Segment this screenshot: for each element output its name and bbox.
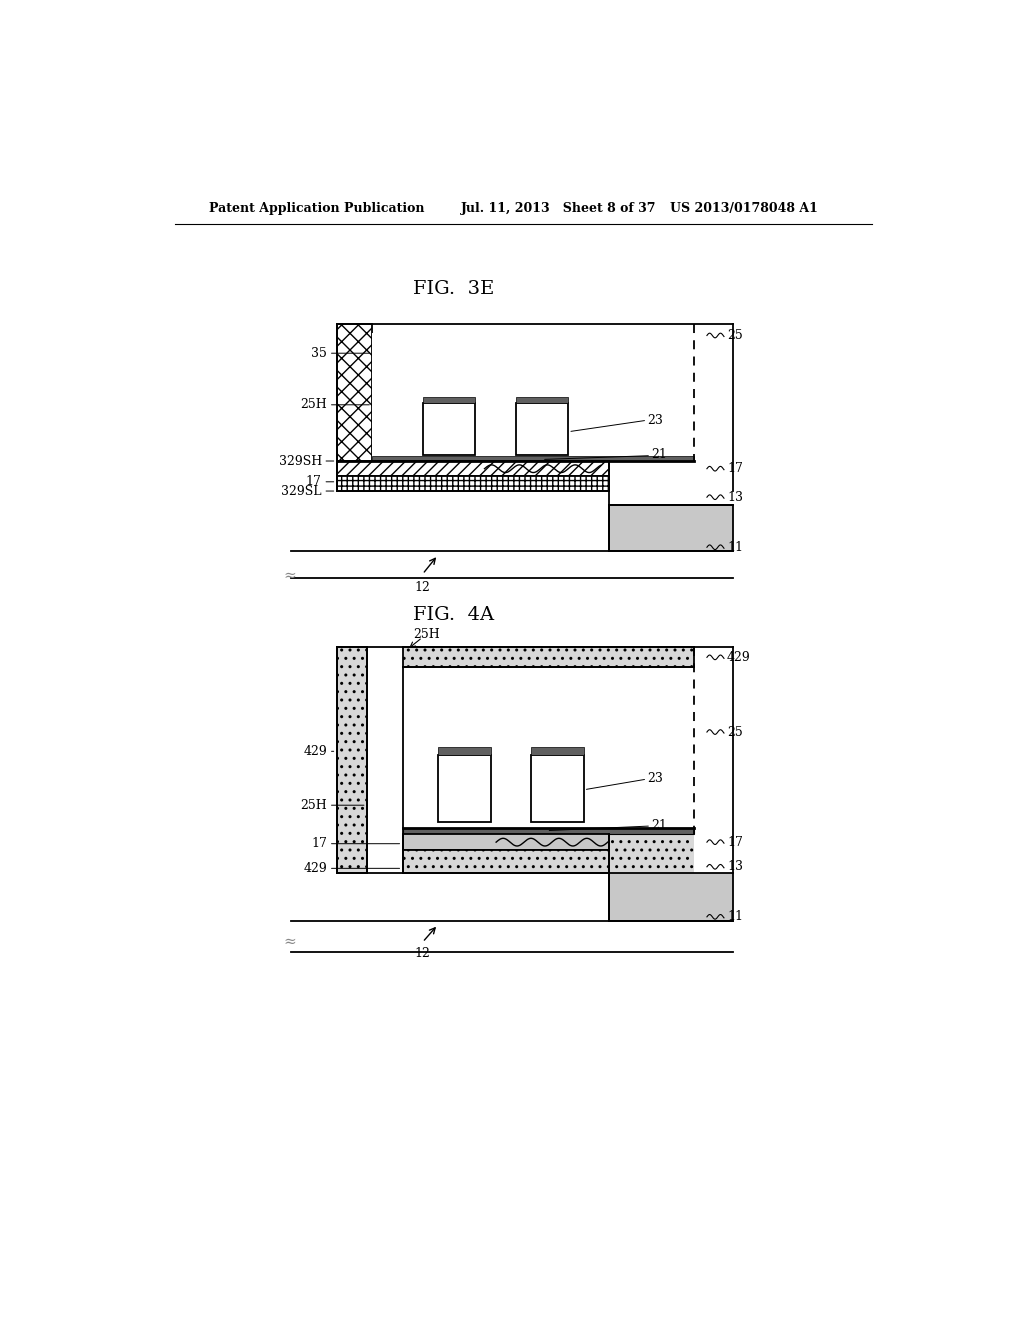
Bar bbox=[608, 506, 732, 552]
Bar bbox=[337, 461, 608, 477]
Bar bbox=[515, 404, 568, 455]
Text: Patent Application Publication: Patent Application Publication bbox=[209, 202, 425, 215]
Bar bbox=[403, 829, 693, 834]
Text: 12: 12 bbox=[415, 948, 430, 961]
Text: 13: 13 bbox=[727, 861, 743, 874]
Bar bbox=[438, 755, 490, 822]
Bar bbox=[531, 747, 584, 755]
Bar bbox=[337, 477, 608, 491]
Text: 17: 17 bbox=[727, 836, 743, 849]
Text: 23: 23 bbox=[647, 772, 664, 785]
Text: 17: 17 bbox=[306, 475, 322, 488]
Text: 25: 25 bbox=[727, 726, 742, 739]
Text: 429: 429 bbox=[727, 651, 751, 664]
Bar bbox=[423, 404, 475, 455]
Text: 21: 21 bbox=[651, 818, 667, 832]
Text: US 2013/0178048 A1: US 2013/0178048 A1 bbox=[671, 202, 818, 215]
Text: 17: 17 bbox=[311, 837, 328, 850]
Text: 25H: 25H bbox=[300, 799, 328, 812]
Bar bbox=[515, 397, 568, 404]
Text: 25: 25 bbox=[727, 329, 742, 342]
Text: 23: 23 bbox=[647, 413, 664, 426]
Bar bbox=[403, 834, 608, 850]
Text: FIG.  3E: FIG. 3E bbox=[413, 280, 495, 298]
Text: 25H: 25H bbox=[300, 399, 328, 412]
Text: 11: 11 bbox=[727, 541, 743, 554]
Text: ≈: ≈ bbox=[283, 936, 296, 949]
Bar bbox=[531, 755, 584, 822]
Text: 21: 21 bbox=[651, 449, 667, 462]
Text: ≈: ≈ bbox=[283, 569, 296, 582]
Bar bbox=[372, 457, 693, 461]
Bar bbox=[372, 333, 693, 461]
Text: 12: 12 bbox=[415, 581, 430, 594]
Bar bbox=[403, 647, 693, 873]
Bar bbox=[403, 850, 608, 873]
Bar bbox=[423, 397, 475, 404]
Text: 429: 429 bbox=[303, 862, 328, 875]
Text: FIG.  4A: FIG. 4A bbox=[413, 606, 494, 624]
Text: 17: 17 bbox=[727, 462, 743, 475]
Text: 329SL: 329SL bbox=[282, 484, 322, 498]
Bar bbox=[337, 647, 367, 873]
Text: 429: 429 bbox=[303, 744, 328, 758]
Text: 11: 11 bbox=[727, 911, 743, 924]
Text: 329SH: 329SH bbox=[279, 454, 322, 467]
Text: 35: 35 bbox=[311, 347, 328, 360]
Text: 13: 13 bbox=[727, 491, 743, 504]
Text: Jul. 11, 2013   Sheet 8 of 37: Jul. 11, 2013 Sheet 8 of 37 bbox=[461, 202, 656, 215]
Text: 25H: 25H bbox=[413, 628, 439, 640]
Bar bbox=[403, 647, 693, 667]
Bar bbox=[608, 873, 732, 921]
Bar bbox=[438, 747, 490, 755]
Bar bbox=[337, 323, 372, 491]
Bar bbox=[403, 667, 693, 829]
